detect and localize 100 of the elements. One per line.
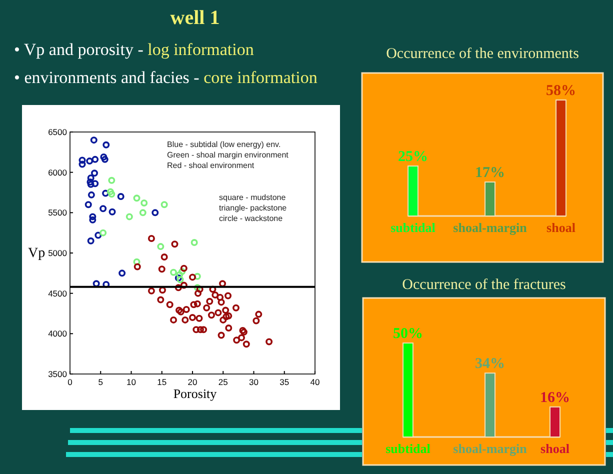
annotation: Red - shoal environment (167, 161, 255, 170)
point (189, 274, 196, 281)
point (232, 304, 240, 312)
y-tick-label: 4000 (48, 328, 68, 339)
point (139, 209, 146, 216)
point (170, 268, 178, 276)
point (222, 313, 230, 320)
point (157, 296, 164, 304)
x-tick-label: shoal (546, 220, 576, 235)
point (78, 160, 86, 168)
point (196, 326, 204, 334)
data-label: 25% (398, 149, 428, 165)
point (102, 190, 110, 197)
point (84, 201, 92, 208)
point (209, 286, 216, 293)
point (194, 300, 201, 308)
point (239, 326, 246, 334)
data-label: 50% (393, 326, 423, 342)
point (225, 312, 232, 320)
data-label: 16% (540, 390, 570, 406)
point (100, 229, 107, 236)
point (196, 286, 204, 293)
y-tick-label: 3500 (48, 369, 68, 379)
x-tick-label: shoal (540, 441, 570, 456)
point (158, 266, 166, 273)
point (206, 298, 214, 305)
x-tick-label: 0 (68, 377, 73, 387)
point (216, 294, 224, 301)
annotation: Blue - subtidal (low energy) env. (167, 140, 281, 149)
text: • Vp and porosity - log information (14, 40, 254, 59)
point (148, 234, 155, 242)
y-tick-label: 5000 (48, 248, 68, 258)
point (118, 270, 126, 277)
point (134, 263, 141, 270)
x-tick-label: 10 (126, 377, 136, 387)
point (255, 310, 262, 318)
data-label: 58% (546, 83, 576, 99)
point (148, 287, 155, 294)
point (233, 336, 240, 344)
point (240, 328, 248, 336)
point (108, 208, 116, 216)
point (160, 201, 168, 208)
point (208, 312, 215, 319)
point (133, 258, 140, 266)
point (78, 156, 86, 164)
chart-title: Occurrence of the environments (386, 46, 580, 62)
point (190, 301, 198, 308)
x-tick-label: 40 (310, 377, 320, 387)
point (160, 254, 168, 261)
point (87, 237, 94, 244)
point (117, 193, 124, 200)
y-tick-label: 4500 (48, 288, 68, 298)
point (190, 239, 198, 246)
chart-title: well 1 (170, 7, 220, 29)
point (91, 170, 98, 177)
y-tick-label: 6500 (48, 127, 68, 137)
point (266, 338, 273, 346)
point (140, 199, 148, 206)
point (194, 272, 201, 280)
annotation: Green - shoal margin environment (167, 150, 290, 160)
point (86, 158, 94, 165)
point (106, 188, 114, 196)
point (203, 304, 210, 312)
x-tick-label: 5 (98, 377, 104, 387)
x-tick-label: 35 (280, 377, 290, 387)
point (90, 136, 98, 144)
point (88, 191, 95, 198)
point (252, 317, 260, 324)
point (87, 180, 94, 188)
point (152, 209, 159, 216)
point (222, 306, 230, 314)
point (200, 326, 208, 334)
x-tick-label: 15 (157, 377, 167, 387)
point (102, 280, 110, 288)
x-tick-label: 25 (218, 377, 228, 387)
point (218, 332, 225, 339)
point (126, 213, 133, 220)
point (100, 205, 107, 212)
point (238, 334, 245, 342)
point (214, 309, 222, 316)
x-tick-label: shoal-margin (453, 220, 528, 235)
point (87, 174, 94, 182)
point (86, 178, 94, 186)
point (212, 291, 219, 298)
point (108, 176, 116, 184)
point (133, 194, 140, 202)
data-label: 34% (475, 356, 505, 372)
point (196, 314, 203, 322)
point (189, 314, 196, 322)
point (182, 306, 190, 313)
x-tick-label: subtidal (390, 220, 436, 235)
point (194, 284, 201, 292)
point (157, 243, 164, 250)
point (225, 324, 232, 332)
point (170, 316, 178, 324)
point (182, 316, 189, 324)
point (108, 190, 116, 198)
annotation: square - mudstone (219, 193, 286, 202)
point (100, 154, 108, 161)
point (89, 213, 96, 220)
